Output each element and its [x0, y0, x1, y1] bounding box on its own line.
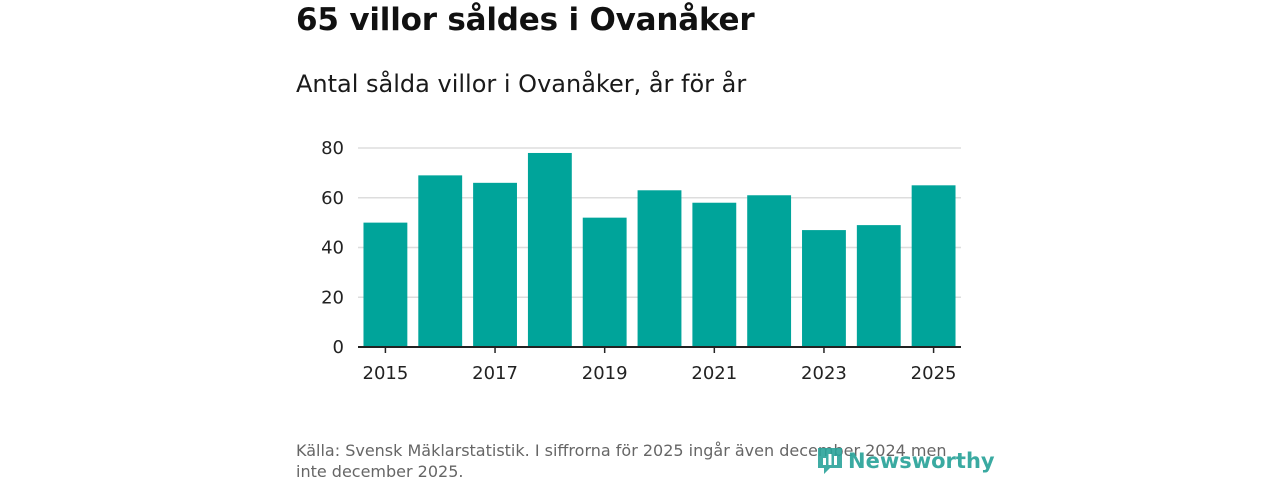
- bar-2022: [747, 195, 792, 347]
- bar-2019: [582, 217, 627, 347]
- x-tick-label-2015: 2015: [363, 363, 409, 384]
- x-tick-label-2023: 2023: [801, 363, 847, 384]
- x-tick-label-2019: 2019: [582, 363, 628, 384]
- bar-2017: [473, 182, 517, 347]
- chart-subtitle: Antal sålda villor i Ovanåker, år för år: [296, 70, 747, 98]
- x-tick-label-2021: 2021: [691, 363, 737, 384]
- newsworthy-logo-icon: [818, 448, 842, 474]
- axes: 0 20 40 60 80 2015 2017 2019 2021 2023 2025: [321, 138, 961, 384]
- y-tick-label-80: 80: [321, 138, 344, 159]
- y-tick-label-0: 0: [333, 337, 344, 358]
- x-tick-label-2017: 2017: [472, 363, 518, 384]
- bar-2020: [637, 190, 682, 347]
- bar-2015: [363, 222, 408, 347]
- bar-2025: [911, 185, 956, 347]
- x-tick-label-2025: 2025: [911, 363, 957, 384]
- chart-title: 65 villor såldes i Ovanåker: [296, 2, 755, 38]
- logo-text: Newsworthy: [848, 449, 995, 473]
- y-tick-label-60: 60: [321, 188, 344, 209]
- bar-2023: [802, 230, 846, 347]
- y-tick-label-40: 40: [321, 238, 344, 259]
- newsworthy-logo: Newsworthy: [816, 446, 995, 476]
- bar-2016: [418, 175, 463, 347]
- bar-2024: [856, 225, 901, 347]
- source-note: Källa: Svensk Mäklarstatistik. I siffror…: [296, 441, 947, 481]
- bar-2018: [527, 152, 572, 347]
- bars: [363, 152, 956, 347]
- y-tick-label-20: 20: [321, 287, 344, 308]
- bar-2021: [692, 202, 737, 347]
- bar-chart: 0 20 40 60 80 2015 2017 2019 2021 2023 2025: [321, 138, 961, 384]
